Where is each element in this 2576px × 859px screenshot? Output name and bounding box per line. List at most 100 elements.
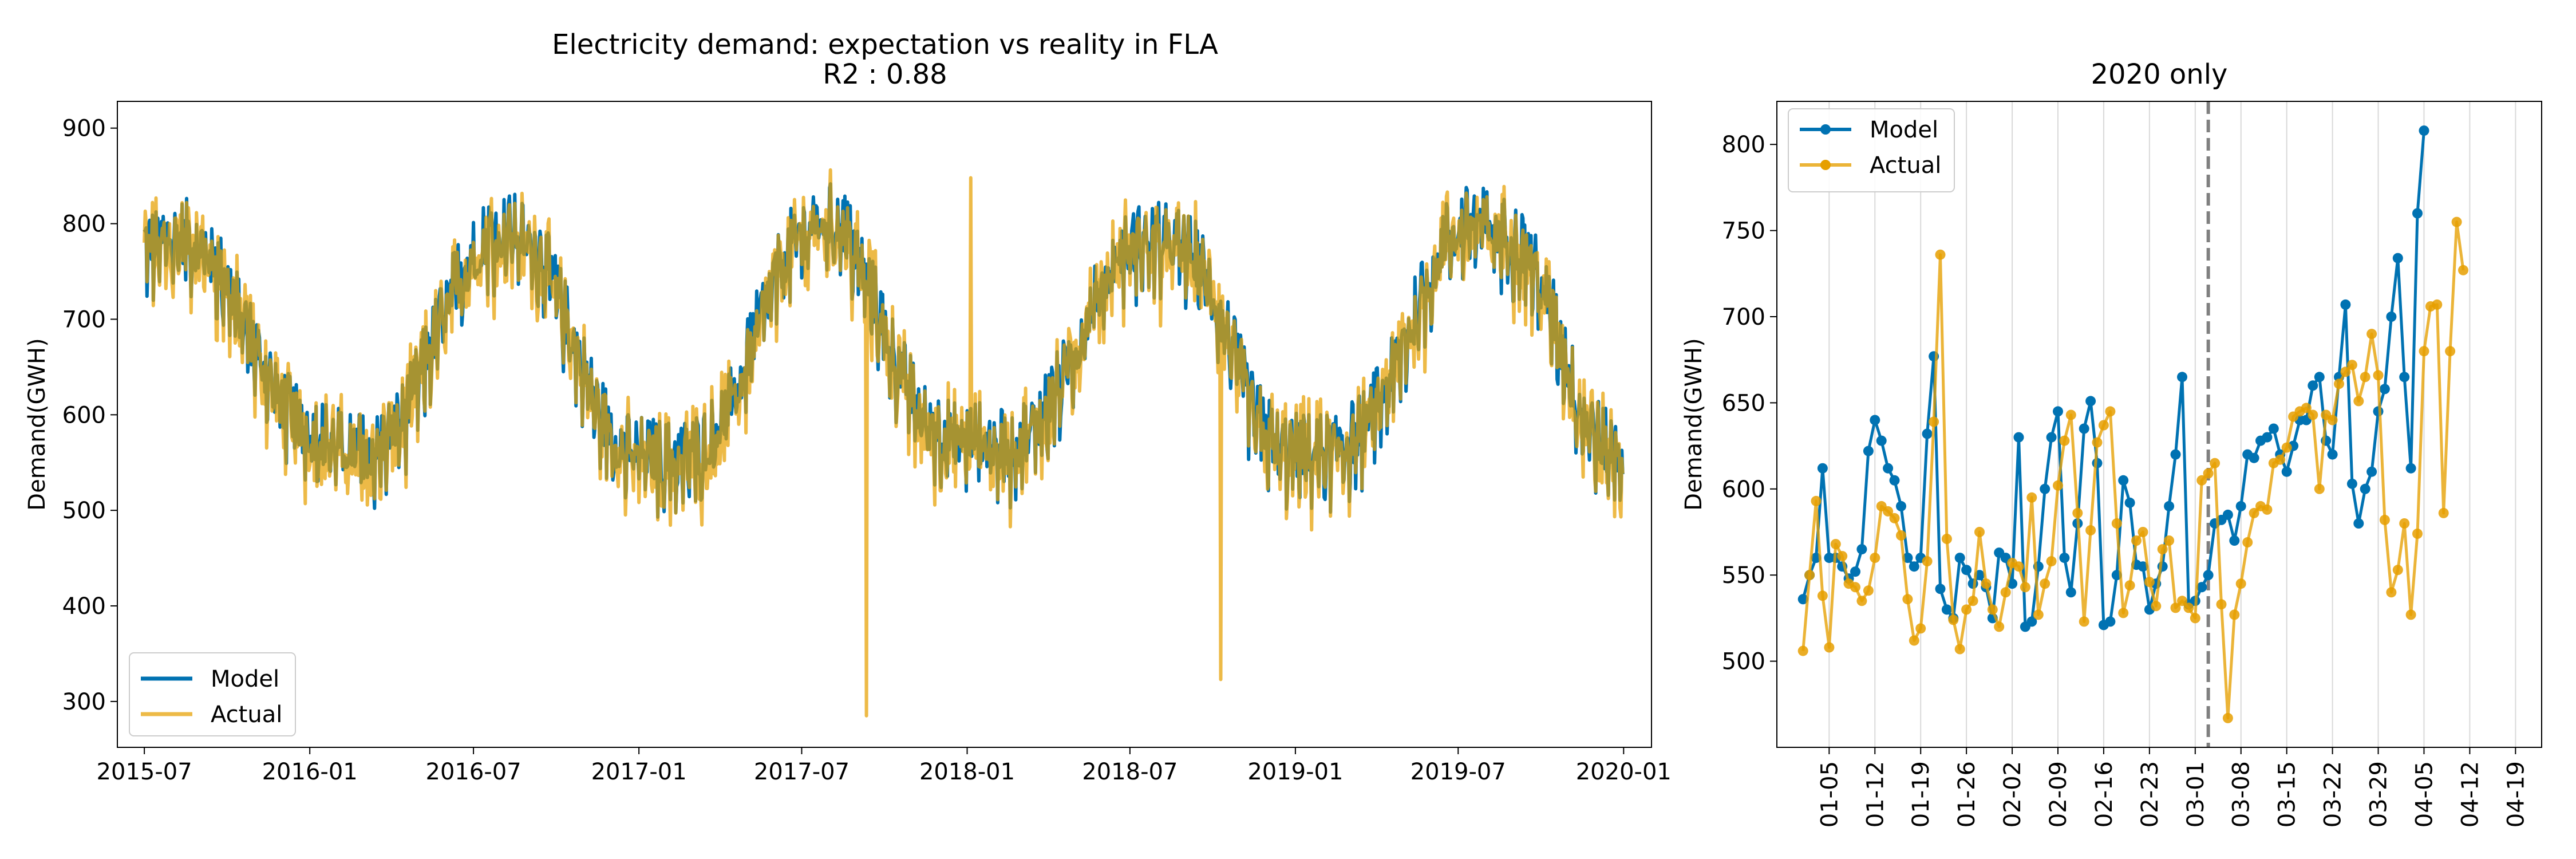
series-actual-point [2164,535,2174,546]
x-tick-label: 01-12 [1862,761,1888,828]
legend: Model Actual [129,653,295,736]
series-model-point [2308,380,2318,391]
series-actual-point [2190,613,2200,623]
series-actual-point [2020,582,2030,592]
series-model-point [2353,518,2364,529]
x-tick-label: 02-16 [2091,761,2117,828]
x-tick-label: 02-09 [2045,761,2072,828]
series-actual-point [2393,565,2403,575]
series-actual-point [2203,468,2214,479]
series-model-point [2393,253,2403,263]
series-model-point [1896,501,1906,511]
series-actual-point [2366,329,2377,339]
series-model-point [2046,432,2057,443]
legend-label-actual: Actual [211,702,282,728]
series-actual-point [1850,582,1860,592]
series-actual-point [2229,609,2239,620]
series-actual-point [2445,346,2455,356]
series-model-point [2059,553,2069,563]
series-actual-point [2360,372,2370,382]
series-actual-point [2040,578,2050,589]
series-actual-point [1798,646,1808,656]
x-tick-label: 04-05 [2411,761,2437,828]
x-tick-label: 04-19 [2503,761,2529,828]
series-actual-point [1804,570,1815,580]
series-actual-point [2144,577,2155,587]
x-tick-label: 2020-01 [1576,759,1672,785]
chart-title-line1: Electricity demand: expectation vs reali… [552,29,1218,61]
series-actual-point [2275,455,2285,465]
series-actual-point [2314,484,2325,494]
series-actual-point [1922,556,1933,566]
series-actual-point [2334,379,2344,389]
series-model-point [1955,553,1965,563]
y-tick-label: 800 [62,211,106,238]
legend-label-actual: Actual [1870,152,1941,179]
series-actual-point [2373,370,2384,380]
series-actual-point [2412,529,2423,539]
series-model-point [2223,510,2233,520]
series-model-point [2406,463,2416,474]
series-model-point [2328,450,2338,460]
series-model-point [2386,312,2396,322]
legend-marker-model [1820,124,1831,135]
series-actual-point [2183,602,2194,613]
series-model-point [2340,300,2350,310]
series-actual-point [1909,636,1919,646]
series-actual-point [2072,508,2083,518]
legend: Model Actual [1788,109,1954,192]
series-model-point [1942,604,1952,614]
y-tick-label: 500 [1722,649,1765,675]
series-model-point [2014,432,2024,443]
series-model-point [1909,561,1919,572]
x-tick-label: 01-19 [1908,761,1934,828]
series-actual-point [2059,436,2069,446]
y-tick-label: 750 [1722,218,1765,245]
series-actual-point [2085,525,2096,535]
series-actual-point [2210,458,2220,468]
series-actual-point [2262,505,2272,515]
series-actual-point [2432,300,2442,310]
series-model-point [2171,450,2181,460]
series-actual-point [2158,544,2168,554]
series-actual-point [2452,217,2462,227]
series-model-point [1876,436,1887,446]
series-model-point [1935,584,1946,594]
series-actual-point [2419,346,2429,356]
series-model-point [2347,479,2357,489]
series-actual-point [1935,250,1946,260]
series-actual-point [2079,616,2089,626]
series-actual-point [1856,596,1867,606]
series-model-point [1850,566,1860,577]
series-actual-point [1837,551,1847,561]
series-actual-point [2242,537,2253,547]
y-tick-label: 700 [1722,304,1765,330]
series-actual-point [1994,621,2004,632]
series-actual-point [1988,604,1998,614]
x-tick-label: 2016-01 [262,759,358,785]
legend-marker-actual [1820,160,1831,170]
series-actual-point [2386,587,2396,597]
y-tick-label: 600 [1722,476,1765,503]
series-model-point [2399,372,2409,382]
series-model-point [2177,372,2187,382]
series-actual-point [2125,580,2135,590]
series-actual-point [2112,518,2122,529]
series-actual-point [2353,396,2364,406]
x-tick-label: 01-26 [1954,761,1980,828]
series-actual-point [1818,590,1828,601]
series-model-point [1883,463,1893,474]
series-actual-point [2151,601,2161,611]
series-actual-point [2053,480,2063,491]
series-model-point [2360,484,2370,494]
series-actual-point [2138,527,2148,537]
y-tick-label: 900 [62,116,106,142]
series-model-point [2412,208,2423,219]
series-model-point [1856,544,1867,554]
series-actual-point [1955,644,1965,655]
y-axis-label: Demand(GWH) [1681,338,1707,510]
y-tick-label: 400 [62,593,106,620]
series-model-point [2380,384,2390,394]
legend-label-model: Model [211,666,279,692]
